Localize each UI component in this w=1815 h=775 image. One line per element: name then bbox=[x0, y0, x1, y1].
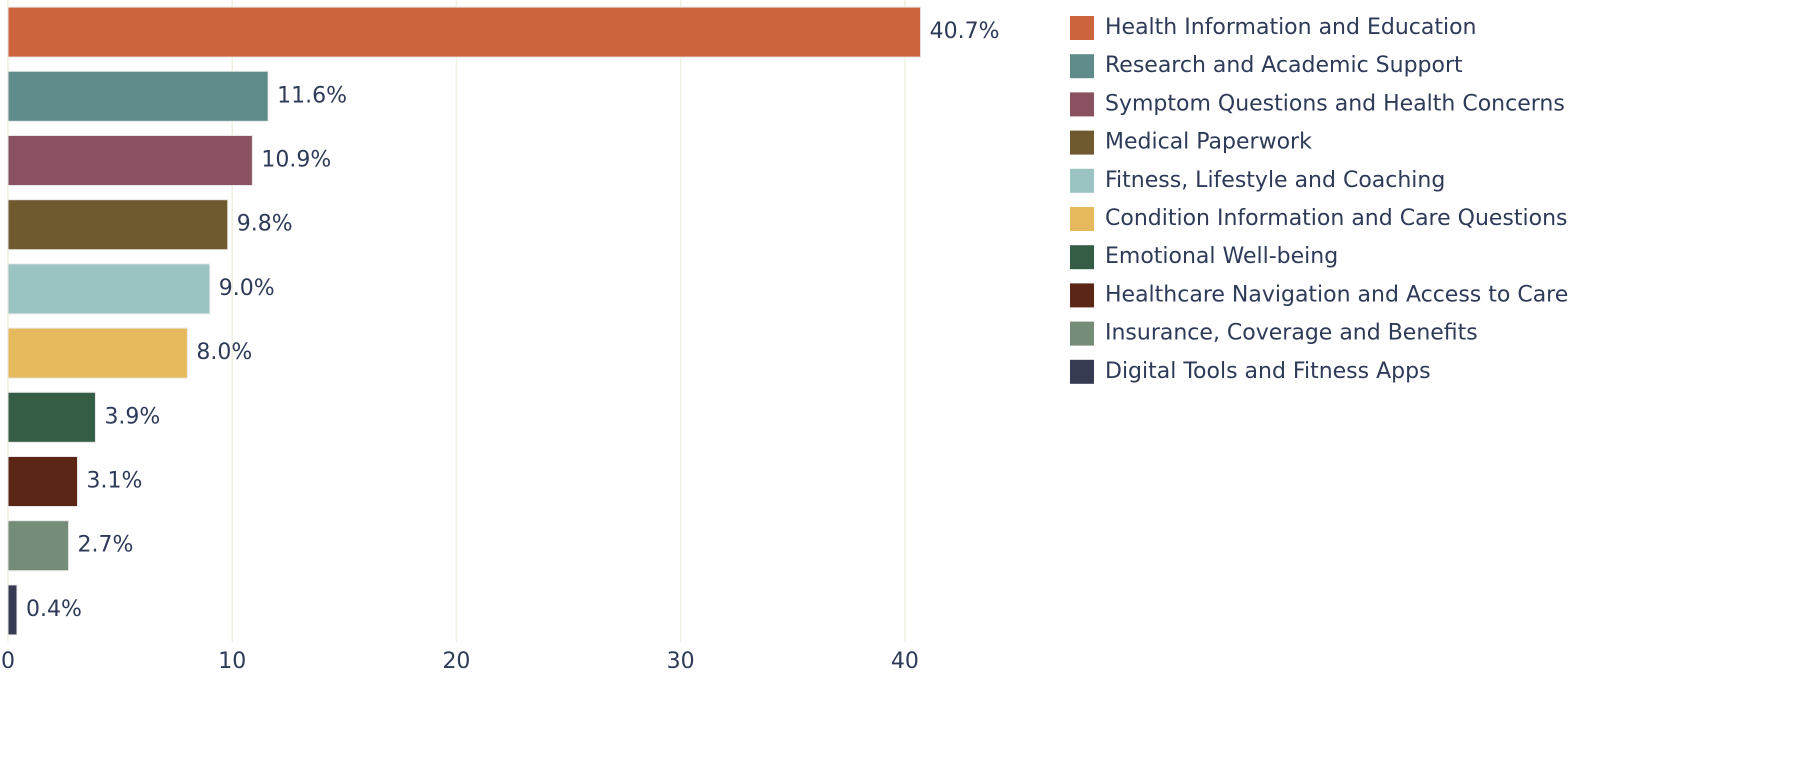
value-label: 2.7% bbox=[78, 533, 134, 558]
legend-swatch bbox=[1070, 359, 1094, 384]
legend-label: Healthcare Navigation and Access to Care bbox=[1105, 282, 1568, 307]
legend-swatch bbox=[1070, 92, 1094, 117]
legend-label: Condition Information and Care Questions bbox=[1105, 206, 1568, 231]
bar bbox=[7, 456, 79, 507]
legend-swatch bbox=[1070, 321, 1094, 346]
legend-swatch bbox=[1070, 168, 1094, 193]
bar bbox=[7, 391, 96, 443]
value-label: 3.1% bbox=[87, 469, 143, 494]
bar bbox=[7, 135, 253, 186]
legend-label: Medical Paperwork bbox=[1105, 130, 1312, 155]
legend-label: Symptom Questions and Health Concerns bbox=[1105, 91, 1565, 116]
value-label: 9.0% bbox=[219, 276, 275, 301]
legend-label: Insurance, Coverage and Benefits bbox=[1105, 321, 1478, 346]
legend-label: Health Information and Education bbox=[1105, 15, 1477, 40]
bar bbox=[7, 70, 269, 122]
bar bbox=[7, 6, 922, 58]
legend-swatch bbox=[1070, 16, 1094, 40]
legend-swatch bbox=[1070, 245, 1094, 270]
bar bbox=[7, 520, 70, 572]
value-label: 11.6% bbox=[277, 83, 347, 108]
value-label: 0.4% bbox=[26, 597, 82, 622]
value-label: 40.7% bbox=[930, 19, 1000, 44]
value-label: 8.0% bbox=[196, 340, 252, 365]
legend-label: Fitness, Lifestyle and Coaching bbox=[1105, 168, 1445, 193]
value-label: 3.9% bbox=[104, 404, 160, 429]
bar bbox=[7, 199, 229, 251]
x-tick-label: 30 bbox=[667, 649, 695, 674]
legend-label: Research and Academic Support bbox=[1105, 53, 1463, 78]
legend-label: Emotional Well-being bbox=[1105, 244, 1338, 269]
legend-swatch bbox=[1070, 54, 1094, 79]
legend-label: Digital Tools and Fitness Apps bbox=[1105, 359, 1431, 384]
value-label: 10.9% bbox=[261, 148, 331, 173]
x-tick-label: 0 bbox=[1, 649, 15, 674]
legend-swatch bbox=[1070, 130, 1094, 155]
x-tick-label: 20 bbox=[442, 649, 470, 674]
legend-swatch bbox=[1070, 283, 1094, 308]
bar bbox=[7, 327, 188, 379]
legend-swatch bbox=[1070, 207, 1094, 231]
bar bbox=[7, 584, 18, 636]
bar bbox=[7, 263, 211, 315]
x-tick-label: 40 bbox=[891, 649, 919, 674]
value-label: 9.8% bbox=[237, 212, 293, 237]
x-tick-label: 10 bbox=[218, 649, 246, 674]
